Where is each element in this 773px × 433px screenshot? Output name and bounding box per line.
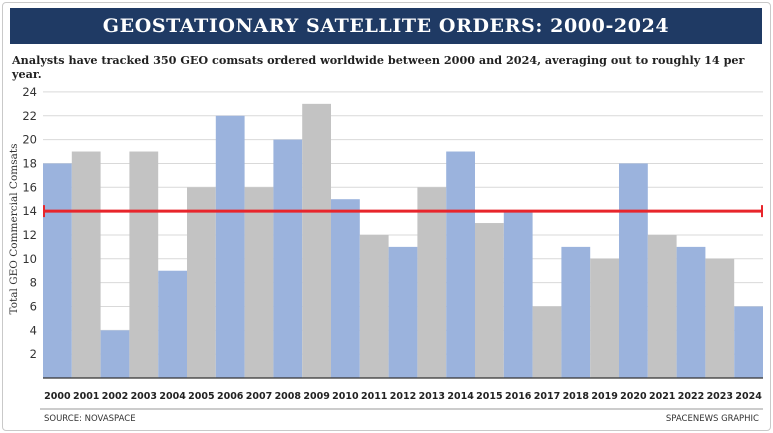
bar bbox=[475, 223, 504, 378]
bar bbox=[71, 151, 101, 378]
x-tick-label: 2003 bbox=[131, 391, 157, 402]
y-tick-label: 10 bbox=[22, 252, 37, 266]
y-tick-label: 12 bbox=[22, 228, 37, 242]
bar bbox=[590, 258, 619, 378]
x-tick-label: 2017 bbox=[534, 391, 560, 402]
x-tick-label: 2021 bbox=[649, 391, 675, 402]
x-tick-label: 2019 bbox=[591, 391, 617, 402]
bar bbox=[273, 139, 303, 378]
bar bbox=[129, 151, 159, 378]
bar bbox=[187, 187, 216, 378]
y-tick-label: 24 bbox=[22, 85, 37, 99]
x-tick-label: 2024 bbox=[735, 391, 762, 402]
bar bbox=[619, 163, 648, 378]
chart-title: GEOSTATIONARY SATELLITE ORDERS: 2000-202… bbox=[10, 8, 762, 44]
y-tick-label: 2 bbox=[30, 347, 37, 361]
x-tick-label: 2016 bbox=[505, 391, 532, 402]
bar bbox=[100, 330, 130, 378]
bar bbox=[417, 187, 447, 378]
x-tick-label: 2018 bbox=[563, 391, 590, 402]
y-tick-label: 22 bbox=[22, 109, 37, 123]
x-tick-label: 2008 bbox=[275, 391, 302, 402]
bar bbox=[446, 151, 475, 378]
bar bbox=[705, 258, 735, 378]
bar bbox=[532, 306, 562, 378]
x-tick-label: 2000 bbox=[44, 391, 71, 402]
y-axis-label: Total GEO Commercial Comsats bbox=[8, 144, 20, 315]
y-tick-label: 4 bbox=[30, 323, 37, 337]
bar bbox=[215, 115, 245, 378]
chart-subtitle: Analysts have tracked 350 GEO comsats or… bbox=[12, 53, 745, 81]
x-tick-label: 2011 bbox=[361, 391, 387, 402]
bar bbox=[388, 246, 418, 378]
x-tick-label: 2012 bbox=[390, 391, 416, 402]
bar bbox=[647, 234, 677, 378]
x-tick-label: 2007 bbox=[246, 391, 272, 402]
y-tick-label: 14 bbox=[22, 204, 37, 218]
bar bbox=[503, 211, 533, 378]
x-tick-label: 2015 bbox=[476, 391, 502, 402]
bar bbox=[43, 163, 72, 378]
bar bbox=[244, 187, 274, 378]
x-tick-label: 2014 bbox=[447, 391, 474, 402]
bar bbox=[676, 246, 706, 378]
y-tick-label: 16 bbox=[22, 180, 37, 194]
bar bbox=[331, 199, 360, 378]
x-tick-label: 2004 bbox=[159, 391, 186, 402]
x-tick-label: 2009 bbox=[303, 391, 329, 402]
source-note: SOURCE: NOVASPACE bbox=[44, 414, 136, 424]
x-tick-label: 2020 bbox=[620, 391, 647, 402]
x-tick-label: 2002 bbox=[102, 391, 128, 402]
bar bbox=[359, 234, 389, 378]
x-tick-label: 2022 bbox=[678, 391, 704, 402]
y-tick-label: 6 bbox=[30, 299, 37, 313]
bar bbox=[561, 246, 591, 378]
x-tick-label: 2005 bbox=[188, 391, 214, 402]
x-tick-label: 2013 bbox=[419, 391, 445, 402]
x-tick-label: 2006 bbox=[217, 391, 244, 402]
bar bbox=[302, 103, 331, 378]
x-tick-label: 2010 bbox=[332, 391, 359, 402]
x-tick-label: 2001 bbox=[73, 391, 99, 402]
y-tick-label: 18 bbox=[22, 156, 37, 170]
y-tick-label: 20 bbox=[22, 133, 37, 147]
bar bbox=[734, 306, 763, 378]
bar bbox=[158, 270, 187, 378]
graphic-credit: SPACENEWS GRAPHIC bbox=[665, 414, 759, 424]
x-tick-label: 2023 bbox=[707, 391, 733, 402]
y-tick-label: 8 bbox=[30, 276, 37, 290]
